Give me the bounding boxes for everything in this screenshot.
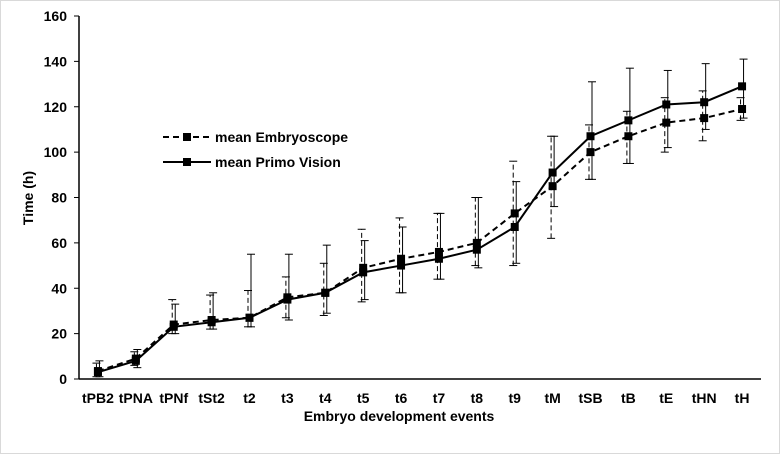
x-tick-labels: tPB2 tPNA tPNf tSt2 t2 t3 t4 t5 t6 t7 t8 t9 tM tSB tB t… bbox=[82, 390, 749, 406]
x-tick-label: tM bbox=[544, 390, 560, 406]
point-mean-primo-vision bbox=[207, 318, 216, 327]
series-line-mean-embryoscope bbox=[97, 108, 743, 373]
x-tick-label: t8 bbox=[471, 390, 484, 406]
point-mean-primo-vision bbox=[397, 261, 406, 270]
x-tick-label: tSt2 bbox=[198, 390, 225, 406]
point-mean-embryoscope bbox=[359, 263, 368, 272]
legend-label-primo-vision: mean Primo Vision bbox=[215, 154, 341, 170]
point-mean-primo-vision bbox=[738, 82, 747, 91]
point-mean-primo-vision bbox=[548, 168, 557, 177]
y-tick-labels: 0 20 40 60 80 100 120 140 160 bbox=[44, 8, 68, 387]
point-mean-embryoscope bbox=[624, 132, 633, 141]
axes bbox=[74, 15, 761, 380]
y-tick-label: 160 bbox=[44, 8, 68, 24]
point-mean-primo-vision bbox=[662, 100, 671, 109]
point-mean-primo-vision bbox=[586, 132, 595, 141]
x-tick-label: t6 bbox=[395, 390, 408, 406]
legend: mean Embryoscope mean Primo Vision bbox=[163, 129, 348, 170]
y-axis-title: Time (h) bbox=[20, 171, 36, 225]
x-tick-label: tH bbox=[735, 390, 750, 406]
legend-marker-embryoscope bbox=[183, 133, 191, 141]
y-tick-label: 100 bbox=[44, 144, 68, 160]
point-mean-embryoscope bbox=[548, 182, 557, 191]
point-mean-embryoscope bbox=[472, 238, 481, 247]
point-mean-primo-vision bbox=[321, 288, 330, 297]
y-tick-label: 140 bbox=[44, 53, 68, 69]
y-tick-label: 120 bbox=[44, 99, 68, 115]
x-tick-label: t7 bbox=[433, 390, 446, 406]
y-tick-label: 0 bbox=[59, 371, 67, 387]
y-tick-label: 20 bbox=[51, 326, 67, 342]
x-tick-label: t9 bbox=[508, 390, 521, 406]
point-mean-embryoscope bbox=[397, 254, 406, 263]
series-lines bbox=[97, 85, 743, 374]
point-mean-embryoscope bbox=[586, 148, 595, 157]
point-mean-primo-vision bbox=[245, 313, 254, 322]
x-tick-label: tE bbox=[659, 390, 673, 406]
point-mean-primo-vision bbox=[131, 356, 140, 365]
point-mean-embryoscope bbox=[510, 209, 519, 218]
x-tick-label: t3 bbox=[281, 390, 294, 406]
y-tick-label: 40 bbox=[51, 280, 67, 296]
point-mean-primo-vision bbox=[510, 222, 519, 231]
point-mean-primo-vision bbox=[169, 322, 178, 331]
legend-label-embryoscope: mean Embryoscope bbox=[215, 129, 348, 145]
x-tick-label: t4 bbox=[319, 390, 332, 406]
point-mean-primo-vision bbox=[93, 368, 102, 377]
x-tick-label: t2 bbox=[243, 390, 256, 406]
point-mean-embryoscope bbox=[662, 118, 671, 127]
point-mean-primo-vision bbox=[283, 295, 292, 304]
error-bars bbox=[92, 58, 748, 378]
series-line-mean-primo-vision bbox=[97, 85, 743, 374]
x-tick-label: tPB2 bbox=[82, 390, 114, 406]
point-mean-primo-vision bbox=[700, 98, 709, 107]
point-mean-primo-vision bbox=[624, 116, 633, 125]
x-tick-label: tPNA bbox=[119, 390, 153, 406]
point-mean-embryoscope bbox=[700, 114, 709, 123]
y-tick-label: 80 bbox=[51, 190, 67, 206]
point-mean-embryoscope bbox=[434, 247, 443, 256]
point-mean-primo-vision bbox=[472, 245, 481, 254]
legend-marker-primo-vision bbox=[183, 158, 191, 166]
x-axis-title: Embryo development events bbox=[304, 408, 495, 424]
x-tick-label: tPNf bbox=[159, 390, 188, 406]
point-mean-primo-vision bbox=[359, 268, 368, 277]
series-markers bbox=[93, 82, 747, 377]
point-mean-primo-vision bbox=[434, 254, 443, 263]
x-tick-label: tSB bbox=[578, 390, 602, 406]
y-tick-label: 60 bbox=[51, 235, 67, 251]
x-tick-label: tB bbox=[621, 390, 636, 406]
point-mean-embryoscope bbox=[738, 105, 747, 114]
x-tick-label: tHN bbox=[692, 390, 717, 406]
x-tick-label: t5 bbox=[357, 390, 370, 406]
